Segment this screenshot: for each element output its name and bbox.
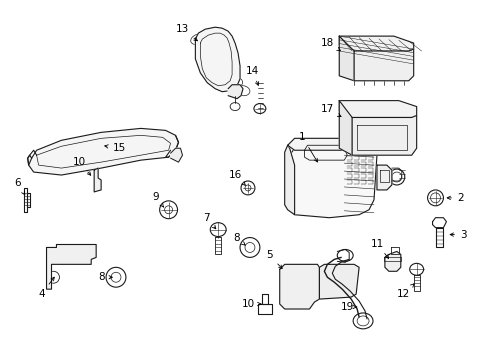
Polygon shape [28,129,178,175]
Text: 7: 7 [203,213,215,229]
Polygon shape [228,85,243,99]
Polygon shape [384,251,400,271]
Text: 2: 2 [446,193,463,203]
Text: 16: 16 [228,170,245,185]
Polygon shape [284,145,294,215]
Polygon shape [287,138,376,150]
Text: 8: 8 [232,233,244,245]
Polygon shape [46,244,96,289]
Text: 18: 18 [320,38,340,50]
Polygon shape [284,145,376,218]
Polygon shape [279,264,319,309]
Text: 4: 4 [38,277,54,299]
Text: 10: 10 [73,157,91,175]
Polygon shape [319,264,358,299]
Text: 14: 14 [245,66,258,85]
Text: 19: 19 [340,302,356,312]
Polygon shape [195,27,240,92]
Polygon shape [339,36,413,51]
Polygon shape [170,148,182,162]
Polygon shape [339,100,416,117]
Text: 5: 5 [266,251,282,269]
Polygon shape [376,165,391,190]
Text: 10: 10 [241,299,261,309]
Polygon shape [339,36,353,81]
Text: 12: 12 [396,284,413,299]
Polygon shape [351,116,416,155]
Polygon shape [94,168,101,192]
Text: 15: 15 [104,143,125,153]
Polygon shape [353,49,413,81]
Text: 17: 17 [320,104,340,117]
Text: 13: 13 [176,24,197,41]
Text: 11: 11 [369,239,388,258]
Text: 3: 3 [449,230,466,239]
Polygon shape [339,100,351,155]
Text: 1: 1 [299,132,317,162]
Text: 9: 9 [152,192,163,207]
Text: 8: 8 [98,272,112,282]
Text: 6: 6 [15,178,25,195]
